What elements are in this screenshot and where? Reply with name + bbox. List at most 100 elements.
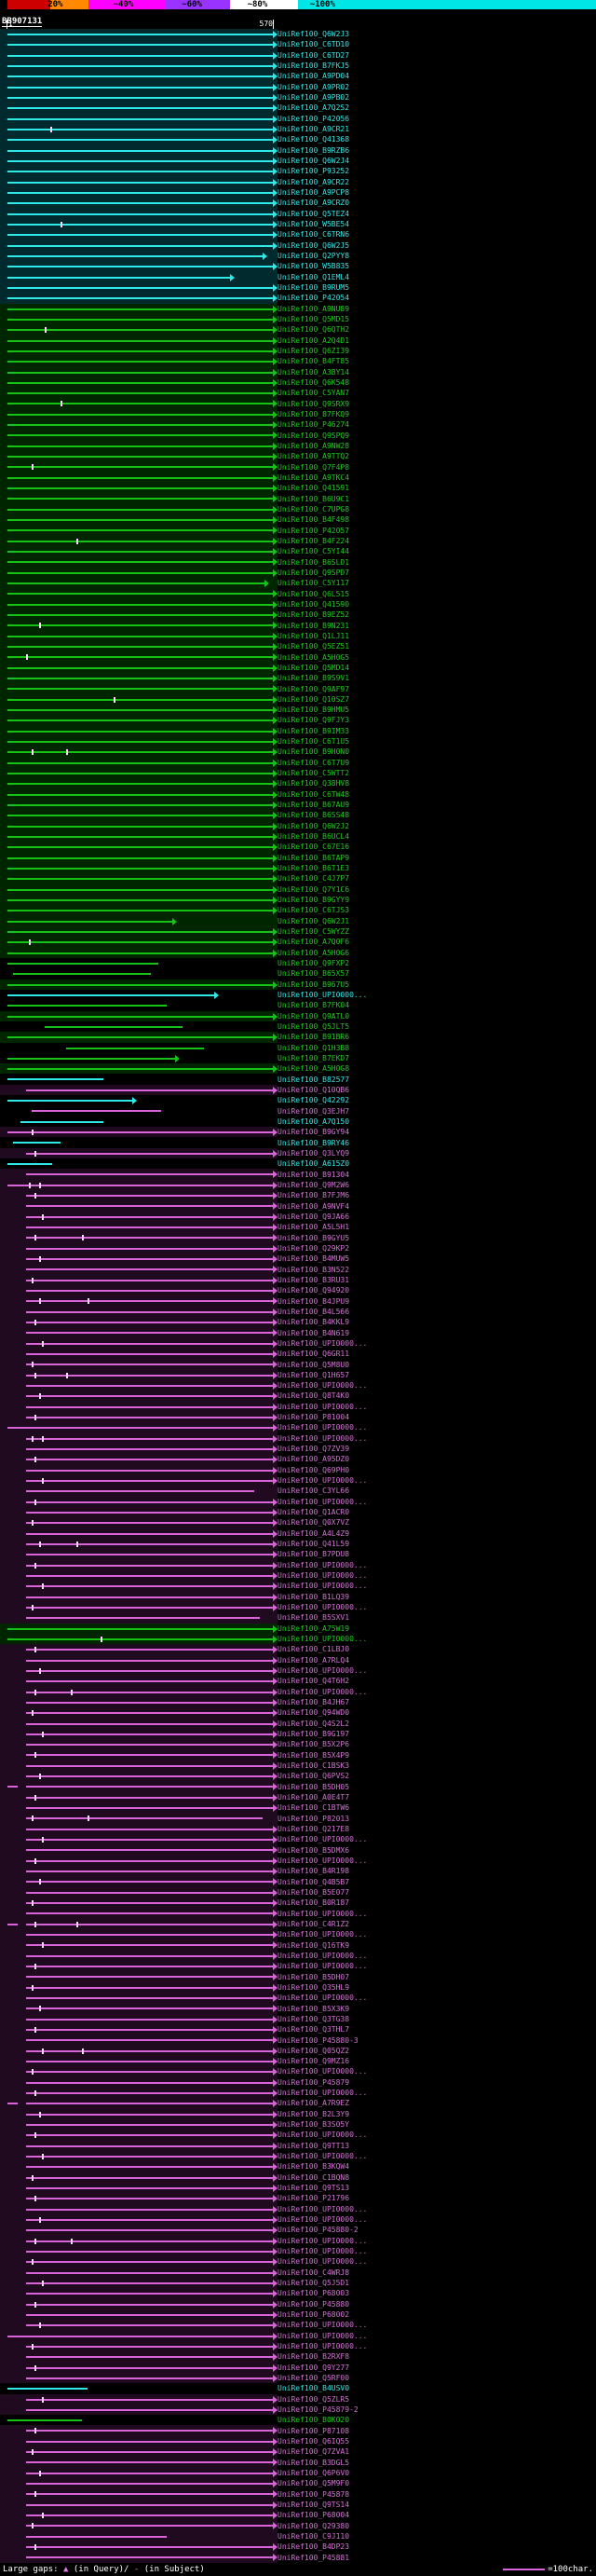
hit-label[interactable]: UniRef100_A7Q0F6 [278,938,350,947]
hit-label[interactable]: UniRef100_B6SLD1 [278,557,350,567]
hit-bar-fragment[interactable] [7,2103,19,2105]
hit-bar[interactable] [7,878,273,881]
hit-bar[interactable] [25,2007,273,2010]
hit-bar[interactable] [25,2123,273,2126]
hit-bar[interactable] [7,498,273,500]
hit-bar[interactable] [25,1649,273,1651]
hit-label[interactable]: UniRef100_B4JPU9 [278,1296,350,1306]
hit-bar[interactable] [25,1374,273,1377]
hit-label[interactable]: UniRef100_Q6W2J5 [278,240,350,250]
hit-bar[interactable] [25,1205,273,1208]
hit-bar[interactable] [7,614,273,617]
hit-label[interactable]: UniRef100_Q1ACR0 [278,1508,350,1517]
hit-bar[interactable] [25,2061,273,2062]
hit-bar[interactable] [25,2018,273,2021]
hit-bar[interactable] [7,529,273,532]
hit-bar[interactable] [25,2091,273,2094]
hit-label[interactable]: UniRef100_UPI0000... [278,2089,368,2098]
hit-bar[interactable] [7,329,273,332]
hit-bar[interactable] [7,75,273,78]
hit-bar[interactable] [20,1120,103,1123]
hit-bar[interactable] [12,1142,61,1144]
hit-bar[interactable] [25,2556,273,2559]
hit-bar[interactable] [25,1585,273,1588]
hit-label[interactable]: UniRef100_UPI0000... [278,2067,368,2076]
hit-label[interactable]: UniRef100_Q9SRX9 [278,399,350,408]
hit-label[interactable]: UniRef100_Q5EZ51 [278,642,350,651]
hit-bar[interactable] [25,1237,273,1240]
hit-label[interactable]: UniRef100_P82013 [278,1814,350,1823]
hit-bar[interactable] [7,740,273,743]
hit-bar[interactable] [7,656,273,659]
hit-label[interactable]: UniRef100_UPI0000... [278,1560,368,1569]
hit-label[interactable]: UniRef100_B9N231 [278,621,350,630]
hit-bar[interactable] [7,487,273,490]
hit-bar[interactable] [25,1701,273,1704]
hit-bar[interactable] [25,2430,273,2432]
hit-label[interactable]: UniRef100_C6T7U9 [278,758,350,767]
hit-label[interactable]: UniRef100_UPI0000... [278,1909,368,1918]
hit-label[interactable]: UniRef100_A2Q4D1 [278,336,350,345]
hit-label[interactable]: UniRef100_Q6PVS2 [278,1772,350,1781]
hit-bar[interactable] [25,1322,273,1324]
hit-bar[interactable] [7,266,273,268]
hit-label[interactable]: UniRef100_Q4T6H2 [278,1677,350,1686]
hit-bar[interactable] [7,698,273,701]
hit-label[interactable]: UniRef100_B6U9C1 [278,494,350,503]
hit-bar[interactable] [7,815,273,817]
hit-bar[interactable] [25,1733,273,1735]
hit-label[interactable]: UniRef100_Q1H3B8 [278,1043,350,1052]
hit-label[interactable]: UniRef100_Q5JLT5 [278,1022,350,1031]
hit-label[interactable]: UniRef100_A0E4T7 [278,1792,350,1802]
hit-label[interactable]: UniRef100_B67AU9 [278,801,350,810]
hit-bar[interactable] [7,867,273,870]
hit-bar[interactable] [7,403,273,405]
hit-label[interactable]: UniRef100_B7FK04 [278,1001,350,1010]
hit-bar[interactable] [7,1100,132,1103]
hit-bar[interactable] [25,1712,273,1715]
hit-label[interactable]: UniRef100_P68003 [278,2289,350,2298]
hit-bar[interactable] [7,783,273,786]
hit-bar[interactable] [7,34,273,35]
hit-bar[interactable] [7,888,273,891]
hit-bar[interactable] [25,2208,273,2211]
hit-bar[interactable] [7,191,273,194]
hit-label[interactable]: UniRef100_B4MUW5 [278,1254,350,1264]
hit-label[interactable]: UniRef100_UPI0000... [278,1835,368,1844]
hit-bar[interactable] [25,1395,273,1398]
hit-bar[interactable] [25,2535,167,2538]
hit-label[interactable]: UniRef100_B9HMU5 [278,706,350,715]
hit-bar[interactable] [7,54,273,57]
hit-bar[interactable] [7,286,273,289]
hit-label[interactable]: UniRef100_A9CRZ0 [278,199,350,208]
hit-label[interactable]: UniRef100_B9S9V1 [278,674,350,683]
hit-label[interactable]: UniRef100_Q6GR11 [278,1350,350,1359]
hit-bar[interactable] [25,1385,273,1387]
hit-label[interactable]: UniRef100_UPI0000... [278,1476,368,1486]
hit-label[interactable]: UniRef100_Q0X7VZ [278,1518,350,1528]
hit-label[interactable]: UniRef100_Q3EJH7 [278,1106,350,1116]
hit-bar[interactable] [25,2198,273,2200]
hit-label[interactable]: UniRef100_Q9SPD7 [278,568,350,577]
hit-label[interactable]: UniRef100_Q9MZ16 [278,2057,350,2066]
hit-label[interactable]: UniRef100_Q69PH0 [278,1465,350,1474]
hit-bar[interactable] [25,1764,273,1767]
hit-label[interactable]: UniRef100_C5YAN7 [278,389,350,398]
hit-label[interactable]: UniRef100_UPI0000... [278,1635,368,1644]
hit-label[interactable]: UniRef100_B6TAP9 [278,853,350,862]
hit-bar[interactable] [25,1363,273,1366]
hit-bar[interactable] [25,1152,273,1155]
hit-label[interactable]: UniRef100_Q7ZV39 [278,1445,350,1454]
hit-bar[interactable] [7,898,273,901]
hit-label[interactable]: UniRef100_Q6W2J2 [278,821,350,830]
hit-label[interactable]: UniRef100_A7RLQ4 [278,1655,350,1665]
hit-bar[interactable] [7,159,273,162]
hit-bar[interactable] [25,1870,273,1873]
hit-label[interactable]: UniRef100_C6TD10 [278,40,350,49]
hit-bar[interactable] [25,1828,273,1830]
hit-bar[interactable] [7,171,273,173]
hit-bar[interactable] [7,678,273,680]
hit-bar[interactable] [25,2546,273,2549]
hit-label[interactable]: UniRef100_C5WYZZ [278,927,350,937]
hit-bar[interactable] [25,1342,273,1345]
